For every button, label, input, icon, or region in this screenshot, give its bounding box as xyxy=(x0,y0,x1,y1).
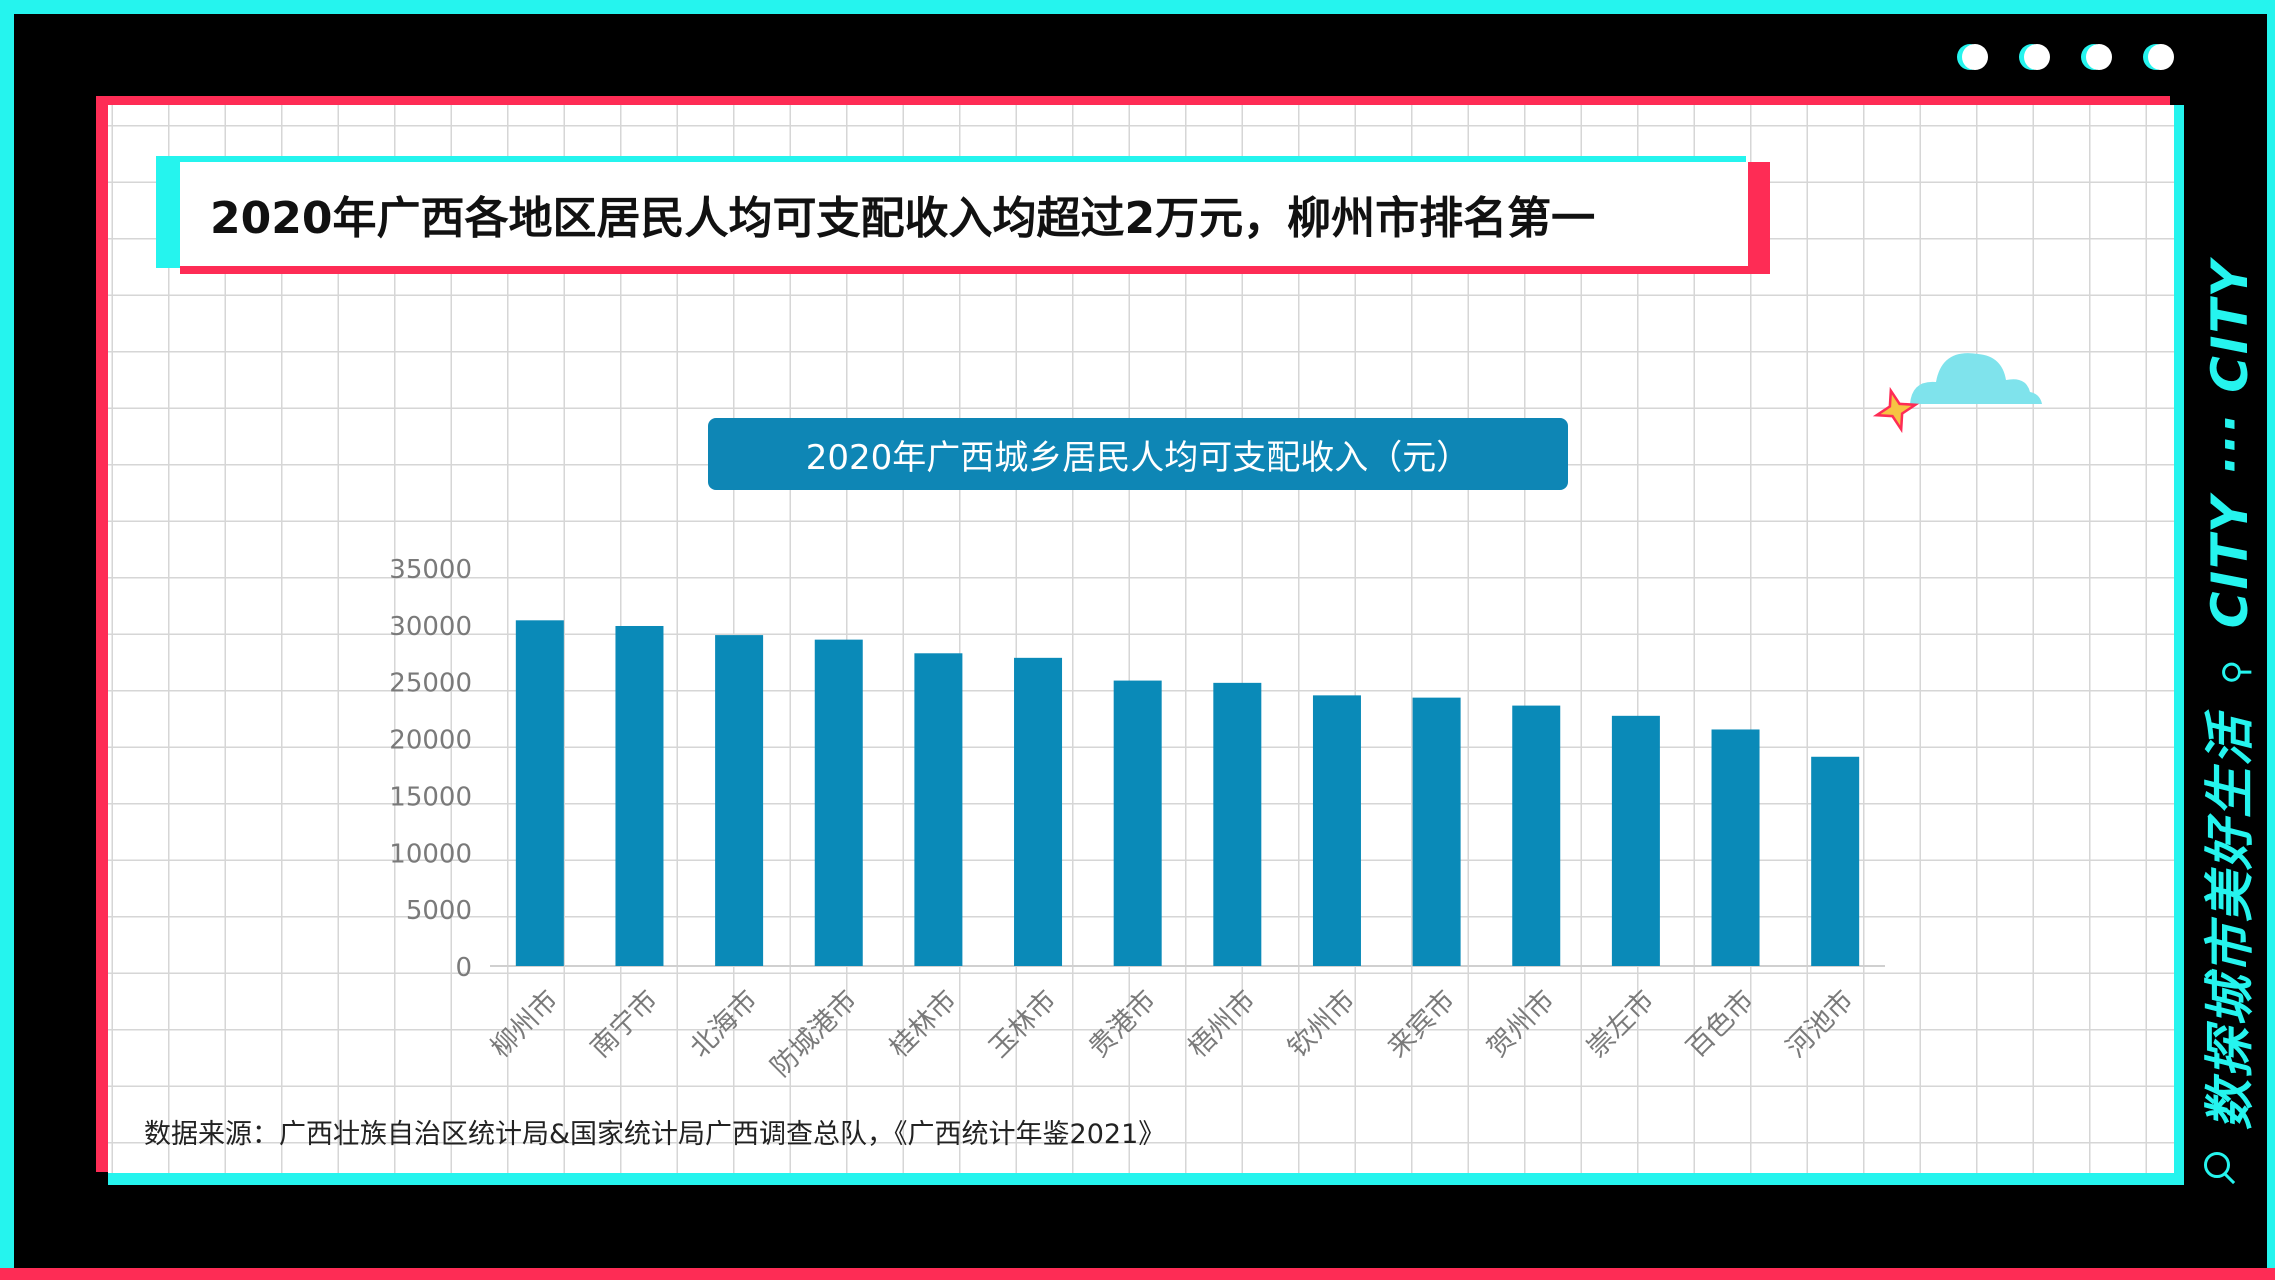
x-tick-label: 贵港市 xyxy=(1083,985,1162,1064)
side-slogan: 数探城市美好生活 ⚲ CITY ··· CITY xyxy=(2190,259,2262,1130)
side-slogan-text: 数探城市美好生活 xyxy=(2201,714,2259,1130)
x-tick-label: 南宁市 xyxy=(585,985,664,1064)
y-tick-label: 35000 xyxy=(389,555,472,585)
grid-paper-panel xyxy=(108,105,2174,1173)
bar xyxy=(914,653,963,966)
window-dot-icon xyxy=(2086,44,2112,70)
frame-bottom-border xyxy=(0,1268,2275,1280)
window-dot-icon xyxy=(1962,44,1988,70)
x-tick-label: 防城港市 xyxy=(765,985,863,1083)
side-slogan-dots: ··· xyxy=(2201,412,2259,476)
x-tick-label: 百色市 xyxy=(1681,985,1760,1064)
title-box: 2020年广西各地区居民人均可支配收入均超过2万元，柳州市排名第一 xyxy=(180,162,1748,266)
x-tick-label: 钦州市 xyxy=(1282,985,1361,1064)
bar xyxy=(1611,715,1660,966)
x-tick-label: 崇左市 xyxy=(1581,985,1660,1064)
bar xyxy=(1512,705,1561,966)
frame-left-border xyxy=(0,0,14,1280)
data-source-note: 数据来源：广西壮族自治区统计局&国家统计局广西调查总队，《广西统计年鉴2021》 xyxy=(144,1119,1166,1150)
y-tick-label: 15000 xyxy=(389,782,472,812)
frame-right-border xyxy=(2267,0,2275,1280)
x-tick-label: 玉林市 xyxy=(983,985,1062,1064)
y-tick-label: 10000 xyxy=(389,839,472,869)
bar xyxy=(1213,682,1262,966)
cloud-sparkle-icon xyxy=(1872,353,2042,434)
frame-top-border xyxy=(0,0,2275,14)
window-dot-icon xyxy=(2024,44,2050,70)
bar xyxy=(1711,729,1760,966)
y-tick-label: 0 xyxy=(455,953,472,983)
bar xyxy=(1412,697,1461,966)
x-tick-label: 柳州市 xyxy=(485,985,564,1064)
y-tick-label: 5000 xyxy=(406,896,472,926)
bar xyxy=(1113,680,1162,966)
x-tick-label: 河池市 xyxy=(1781,985,1860,1064)
window-dot-icon xyxy=(2148,44,2174,70)
bar xyxy=(1811,756,1860,966)
y-tick-label: 20000 xyxy=(389,726,472,756)
side-slogan-tag: CITY xyxy=(2201,494,2259,629)
y-tick-label: 25000 xyxy=(389,669,472,699)
bar xyxy=(1014,657,1063,966)
bar xyxy=(1312,695,1361,966)
chart-title: 2020年广西城乡居民人均可支配收入（元） xyxy=(805,437,1471,478)
chart-title-pill: 2020年广西城乡居民人均可支配收入（元） xyxy=(708,418,1568,490)
page-title: 2020年广西各地区居民人均可支配收入均超过2万元，柳州市排名第一 xyxy=(210,193,1596,244)
bar xyxy=(715,635,764,966)
x-tick-label: 贺州市 xyxy=(1482,985,1561,1064)
x-tick-label: 来宾市 xyxy=(1382,985,1461,1064)
bar xyxy=(615,625,664,966)
magnifier-icon xyxy=(2204,1152,2230,1178)
bar xyxy=(814,639,863,966)
x-tick-label: 北海市 xyxy=(684,985,763,1064)
x-tick-label: 梧州市 xyxy=(1183,985,1262,1064)
x-tick-label: 桂林市 xyxy=(884,985,963,1064)
y-tick-label: 30000 xyxy=(389,612,472,642)
side-slogan-tag2: CITY xyxy=(2201,259,2259,393)
side-slogan-separator: ⚲ xyxy=(2216,657,2256,685)
bar xyxy=(515,620,564,966)
